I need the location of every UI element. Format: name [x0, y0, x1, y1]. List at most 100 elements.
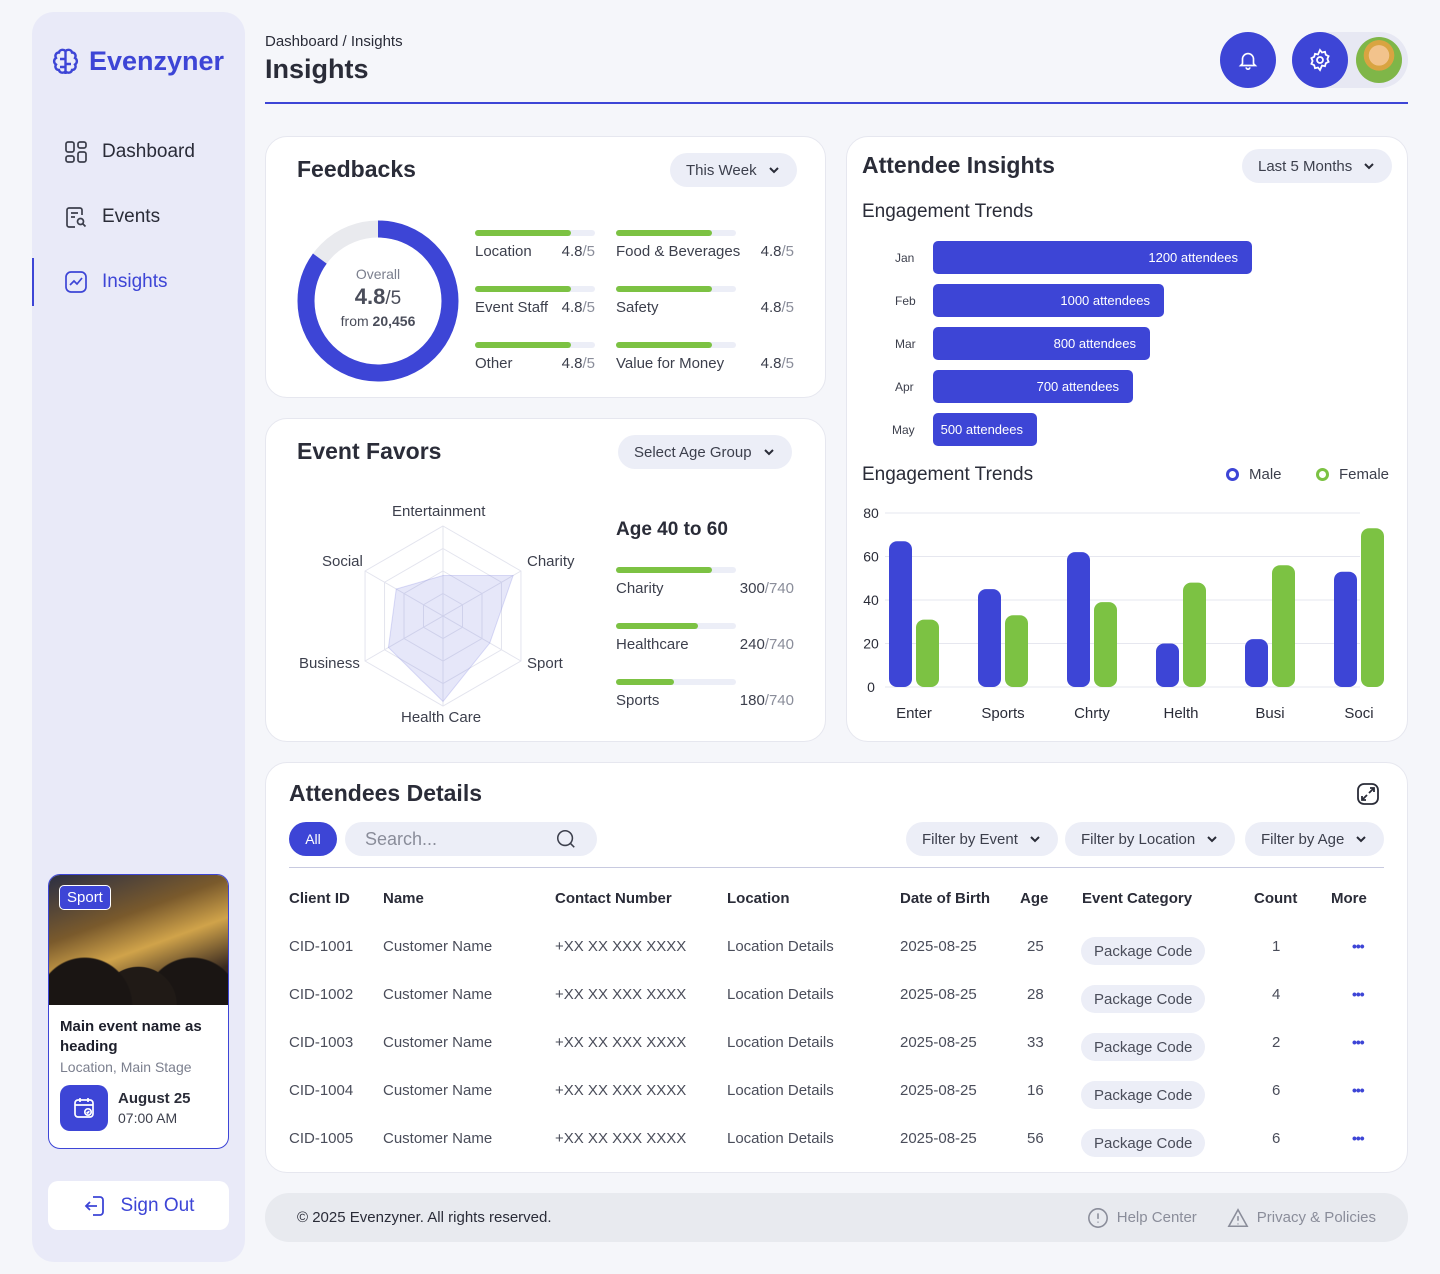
bar-male[interactable]	[1245, 639, 1268, 687]
feedback-score: 4.8	[760, 243, 782, 260]
filter-by-event[interactable]: Filter by Event	[906, 822, 1058, 856]
feedback-progress	[475, 286, 595, 292]
bar-female[interactable]	[1272, 565, 1295, 687]
settings-button[interactable]	[1292, 32, 1348, 88]
help-center-link[interactable]: Help Center	[1087, 1207, 1197, 1229]
bar-female[interactable]	[916, 619, 939, 687]
category-badge: Package Code	[1081, 1081, 1206, 1109]
cell-count: 1	[1272, 938, 1281, 955]
privacy-link[interactable]: Privacy & Policies	[1227, 1207, 1376, 1229]
column-header[interactable]: More	[1331, 890, 1367, 907]
sidebar-item-dashboard[interactable]: Dashboard	[32, 128, 245, 176]
legend-dot-female	[1316, 468, 1329, 481]
breadcrumb[interactable]: Dashboard / Insights	[265, 33, 403, 50]
bar-male[interactable]	[1067, 552, 1090, 687]
feedback-max: /5	[582, 243, 595, 260]
category-badge: Package Code	[1081, 1033, 1206, 1061]
more-options-icon[interactable]: •••	[1352, 1082, 1365, 1098]
y-tick-label: 60	[863, 549, 879, 565]
feedback-score: 4.8	[561, 243, 583, 260]
chevron-down-icon	[1356, 836, 1367, 843]
feedback-score: 4.8	[760, 299, 782, 316]
hbar-bar[interactable]: 800 attendees	[933, 327, 1150, 360]
hbar-value-label: 700 attendees	[1036, 379, 1119, 394]
feedback-max: /5	[582, 299, 595, 316]
bar-male[interactable]	[889, 541, 912, 687]
cell-age: 16	[1027, 1082, 1044, 1099]
hbar-bar[interactable]: 1200 attendees	[933, 241, 1252, 274]
column-header[interactable]: Location	[727, 890, 790, 907]
sign-out-button[interactable]: Sign Out	[48, 1181, 229, 1230]
more-options-icon[interactable]: •••	[1352, 986, 1365, 1002]
cell-name: Customer Name	[383, 1082, 493, 1099]
search-input[interactable]: Search...	[345, 822, 597, 856]
age-group-title: Age 40 to 60	[616, 519, 728, 540]
cell-id: CID-1004	[289, 1082, 354, 1099]
age-group-select[interactable]: Select Age Group	[618, 435, 792, 469]
feedback-max: /5	[582, 355, 595, 372]
chevron-down-icon	[1364, 163, 1374, 170]
filter-by-location[interactable]: Filter by Location	[1065, 822, 1236, 856]
feedbacks-period-select[interactable]: This Week	[670, 153, 797, 187]
notifications-button[interactable]	[1220, 32, 1276, 88]
x-tick-label: Soci	[1344, 705, 1373, 722]
bar-female[interactable]	[1005, 615, 1028, 687]
cell-age: 33	[1027, 1034, 1044, 1051]
hbar-bar[interactable]: 1000 attendees	[933, 284, 1164, 317]
column-header[interactable]: Count	[1254, 890, 1298, 907]
age-progress	[616, 567, 736, 573]
expand-icon[interactable]	[1356, 782, 1380, 811]
feedback-item: Other 4.8/5	[475, 342, 595, 372]
from-label: from	[340, 313, 369, 329]
feedback-label: Safety	[616, 299, 659, 316]
x-tick-label: Helth	[1163, 705, 1198, 722]
feedback-item: Value for Money 4.8/5	[616, 342, 794, 372]
avatar[interactable]	[1356, 37, 1402, 83]
bar-female[interactable]	[1361, 528, 1384, 687]
bar-male[interactable]	[1334, 571, 1357, 687]
cell-contact: +XX XX XXX XXXX	[555, 938, 687, 955]
sidebar-item-insights[interactable]: Insights	[32, 258, 245, 306]
insights-period-select[interactable]: Last 5 Months	[1242, 149, 1393, 183]
bar-female[interactable]	[1094, 602, 1117, 687]
more-options-icon[interactable]: •••	[1352, 938, 1365, 954]
radar-label: Entertainment	[392, 503, 486, 520]
more-options-icon[interactable]: •••	[1352, 1130, 1365, 1146]
cell-contact: +XX XX XXX XXXX	[555, 1130, 687, 1147]
bar-male[interactable]	[1156, 643, 1179, 688]
calendar-icon	[60, 1085, 108, 1131]
radar-spoke	[364, 570, 522, 662]
featured-event-card[interactable]: Sport Main event name as heading Locatio…	[48, 874, 229, 1149]
feedback-progress	[616, 286, 736, 292]
bar-female[interactable]	[1183, 582, 1206, 687]
gear-icon	[1310, 48, 1330, 72]
cell-location: Location Details	[727, 1082, 834, 1099]
sidebar: Evenzyner Dashboard Events Insights Spor…	[32, 12, 245, 1262]
y-tick-label: 0	[867, 679, 875, 695]
filter-all-button[interactable]: All	[289, 822, 337, 856]
column-header[interactable]: Client ID	[289, 890, 350, 907]
feedback-max: /5	[781, 299, 794, 316]
hbar-category-label: May	[892, 423, 915, 437]
legend-label: Male	[1249, 466, 1282, 483]
bar-male[interactable]	[978, 589, 1001, 687]
radar-label: Charity	[527, 553, 575, 570]
category-badge: Package Code	[1081, 937, 1206, 965]
cell-location: Location Details	[727, 1034, 834, 1051]
legend-dot-male	[1226, 468, 1239, 481]
cell-contact: +XX XX XXX XXXX	[555, 1034, 687, 1051]
event-favors-card	[265, 418, 826, 742]
sidebar-item-events[interactable]: Events	[32, 193, 245, 241]
more-options-icon[interactable]: •••	[1352, 1034, 1365, 1050]
column-header[interactable]: Date of Birth	[900, 890, 990, 907]
search-placeholder: Search...	[365, 828, 438, 849]
column-header[interactable]: Event Category	[1082, 890, 1193, 907]
column-header[interactable]: Contact Number	[555, 890, 672, 907]
column-header[interactable]: Name	[383, 890, 424, 907]
filter-by-age[interactable]: Filter by Age	[1245, 822, 1385, 856]
hbar-bar[interactable]: 700 attendees	[933, 370, 1133, 403]
filter-label: Filter by Location	[1081, 830, 1196, 848]
brand-logo[interactable]: Evenzyner	[52, 46, 224, 77]
column-header[interactable]: Age	[1020, 890, 1049, 907]
hbar-bar[interactable]: 500 attendees	[933, 413, 1037, 446]
